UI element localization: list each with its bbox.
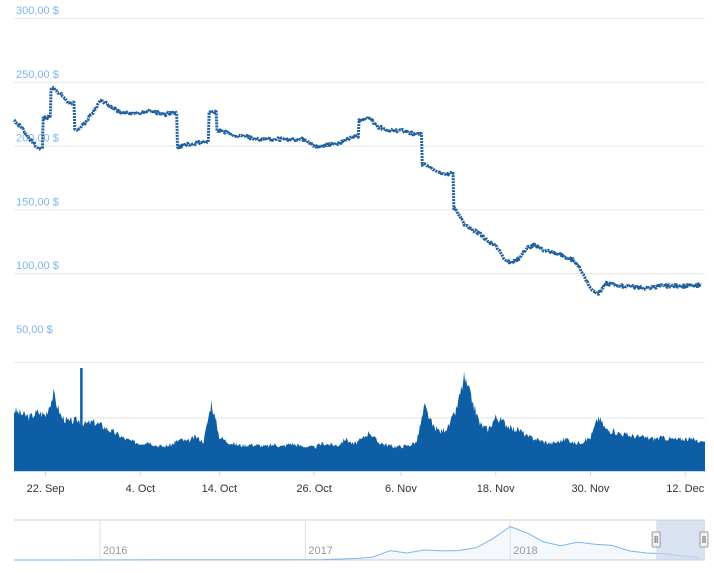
y-tick-label: 200,00 $ xyxy=(16,133,59,145)
navigator-year-label: 2017 xyxy=(308,545,332,557)
y-tick-label: 50,00 $ xyxy=(16,324,53,336)
price-line xyxy=(13,86,702,296)
navigator-year-label: 2016 xyxy=(103,545,127,557)
x-tick-label: 4. Oct xyxy=(126,483,155,495)
x-tick-label: 6. Nov xyxy=(385,483,417,495)
navigator-year-label: 2018 xyxy=(513,545,537,557)
x-tick-label: 18. Nov xyxy=(477,483,515,495)
y-axis-labels: 50,00 $ 100,00 $ 150,00 $ 200,00 $ 250,00 $ 3… xyxy=(16,5,59,336)
y-tick-label: 300,00 $ xyxy=(16,5,59,17)
navigator-area xyxy=(14,526,698,560)
volume-series xyxy=(14,368,705,471)
x-tick-label: 26. Oct xyxy=(296,483,331,495)
navigator[interactable]: 2016 2017 2018 xyxy=(14,519,709,561)
grid-lines xyxy=(14,18,705,472)
y-tick-label: 100,00 $ xyxy=(16,260,59,272)
y-tick-label: 250,00 $ xyxy=(16,69,59,81)
price-series xyxy=(13,86,702,296)
x-tick-label: 14. Oct xyxy=(202,483,237,495)
x-tick-label: 30. Nov xyxy=(572,483,610,495)
navigator-handle-left[interactable] xyxy=(651,531,661,548)
navigator-line xyxy=(14,526,698,561)
volume-area xyxy=(14,371,705,471)
x-tick-label: 22. Sep xyxy=(27,483,65,495)
y-tick-label: 150,00 $ xyxy=(16,196,59,208)
volume-spike xyxy=(80,368,83,471)
x-tick-label: 12. Dec xyxy=(666,483,704,495)
navigator-handle-right[interactable] xyxy=(699,531,709,548)
x-axis-labels: 22. Sep 4. Oct 14. Oct 26. Oct 6. Nov 18. Nov… xyxy=(27,471,705,495)
navigator-selection xyxy=(656,520,705,560)
